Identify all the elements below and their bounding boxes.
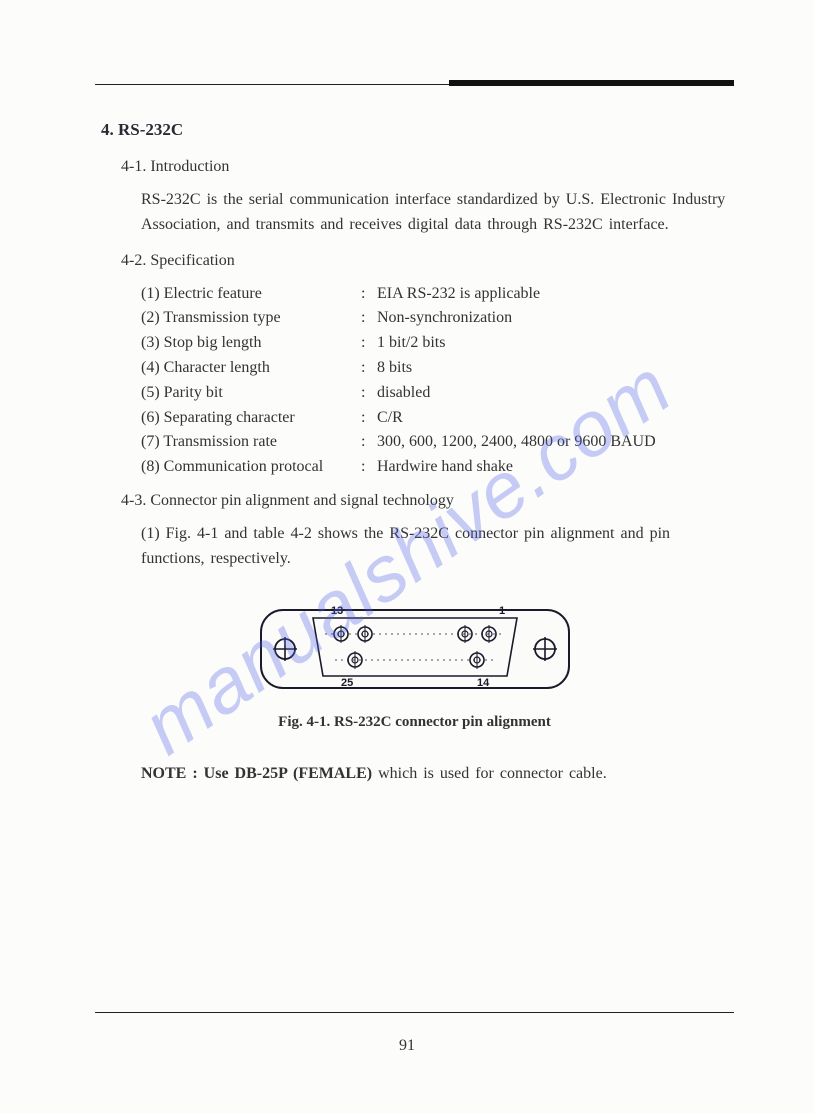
- fig-caption-prefix: Fig. 4-1.: [278, 714, 330, 730]
- spec-label: (1) Electric feature: [141, 282, 361, 307]
- svg-text:25: 25: [341, 677, 353, 689]
- spec-value: 8 bits: [377, 356, 734, 381]
- spec-separator: :: [361, 455, 377, 480]
- spec-row: (3) Stop big length:1 bit/2 bits: [141, 331, 734, 356]
- spec-label: (8) Communication protocal: [141, 455, 361, 480]
- svg-text:13: 13: [331, 605, 343, 617]
- spec-row: (8) Communication protocal:Hardwire hand…: [141, 455, 734, 480]
- spec-row: (4) Character length:8 bits: [141, 356, 734, 381]
- spec-value: Non-synchronization: [377, 306, 734, 331]
- note: NOTE : Use DB-25P (FEMALE) which is used…: [141, 765, 734, 783]
- sub3-title: Connector pin alignment and signal techn…: [150, 492, 454, 509]
- spec-value: 300, 600, 1200, 2400, 4800 or 9600 BAUD: [377, 430, 734, 455]
- spec-value: Hardwire hand shake: [377, 455, 734, 480]
- spec-row: (7) Transmission rate:300, 600, 1200, 24…: [141, 430, 734, 455]
- note-label: NOTE :: [141, 765, 204, 782]
- spec-separator: :: [361, 406, 377, 431]
- intro-paragraph: RS-232C is the serial communication inte…: [141, 188, 734, 238]
- top-rule: [95, 80, 734, 86]
- spec-value: C/R: [377, 406, 734, 431]
- svg-text:1: 1: [499, 605, 505, 617]
- spec-label: (4) Character length: [141, 356, 361, 381]
- bottom-rule: [95, 1012, 734, 1013]
- spec-list: (1) Electric feature:EIA RS-232 is appli…: [141, 282, 734, 480]
- page-content: 4. RS-232C 4-1. Introduction RS-232C is …: [95, 80, 734, 1033]
- spec-separator: :: [361, 381, 377, 406]
- sub1-title: Introduction: [150, 158, 229, 175]
- sub3-num: 4-3.: [121, 492, 146, 509]
- section-name: RS-232C: [118, 120, 183, 139]
- page-number: 91: [0, 1037, 814, 1055]
- spec-label: (6) Separating character: [141, 406, 361, 431]
- svg-text:14: 14: [477, 677, 490, 689]
- sub2-num: 4-2.: [121, 252, 146, 269]
- figure-caption: Fig. 4-1. RS-232C connector pin alignmen…: [95, 714, 734, 731]
- spec-separator: :: [361, 430, 377, 455]
- spec-row: (5) Parity bit:disabled: [141, 381, 734, 406]
- spec-label: (3) Stop big length: [141, 331, 361, 356]
- subsection-4-2: 4-2. Specification: [121, 252, 734, 270]
- spec-value: disabled: [377, 381, 734, 406]
- spec-row: (6) Separating character:C/R: [141, 406, 734, 431]
- item-1: (1) Fig. 4-1 and table 4-2 shows the RS-…: [141, 522, 734, 572]
- item1-text: Fig. 4-1 and table 4-2 shows the RS-232C…: [141, 525, 670, 567]
- section-num: 4.: [101, 120, 114, 139]
- section-title: 4. RS-232C: [101, 120, 734, 140]
- spec-label: (7) Transmission rate: [141, 430, 361, 455]
- spec-separator: :: [361, 356, 377, 381]
- spec-value: EIA RS-232 is applicable: [377, 282, 734, 307]
- spec-separator: :: [361, 282, 377, 307]
- connector-diagram: 13 1 25 14: [255, 594, 575, 704]
- figure-wrapper: 13 1 25 14: [95, 594, 734, 704]
- top-rule-thick: [449, 80, 734, 86]
- note-rest: which is used for connector cable.: [372, 765, 607, 782]
- item1-num: (1): [141, 525, 160, 542]
- spec-separator: :: [361, 306, 377, 331]
- spec-separator: :: [361, 331, 377, 356]
- sub2-title: Specification: [150, 252, 234, 269]
- spec-row: (2) Transmission type:Non-synchronizatio…: [141, 306, 734, 331]
- fig-caption-rest: RS-232C connector pin alignment: [334, 714, 551, 730]
- spec-label: (2) Transmission type: [141, 306, 361, 331]
- spec-value: 1 bit/2 bits: [377, 331, 734, 356]
- spec-row: (1) Electric feature:EIA RS-232 is appli…: [141, 282, 734, 307]
- subsection-4-3: 4-3. Connector pin alignment and signal …: [121, 492, 734, 510]
- note-bold: Use DB-25P (FEMALE): [204, 765, 372, 782]
- subsection-4-1: 4-1. Introduction: [121, 158, 734, 176]
- spec-label: (5) Parity bit: [141, 381, 361, 406]
- sub1-num: 4-1.: [121, 158, 146, 175]
